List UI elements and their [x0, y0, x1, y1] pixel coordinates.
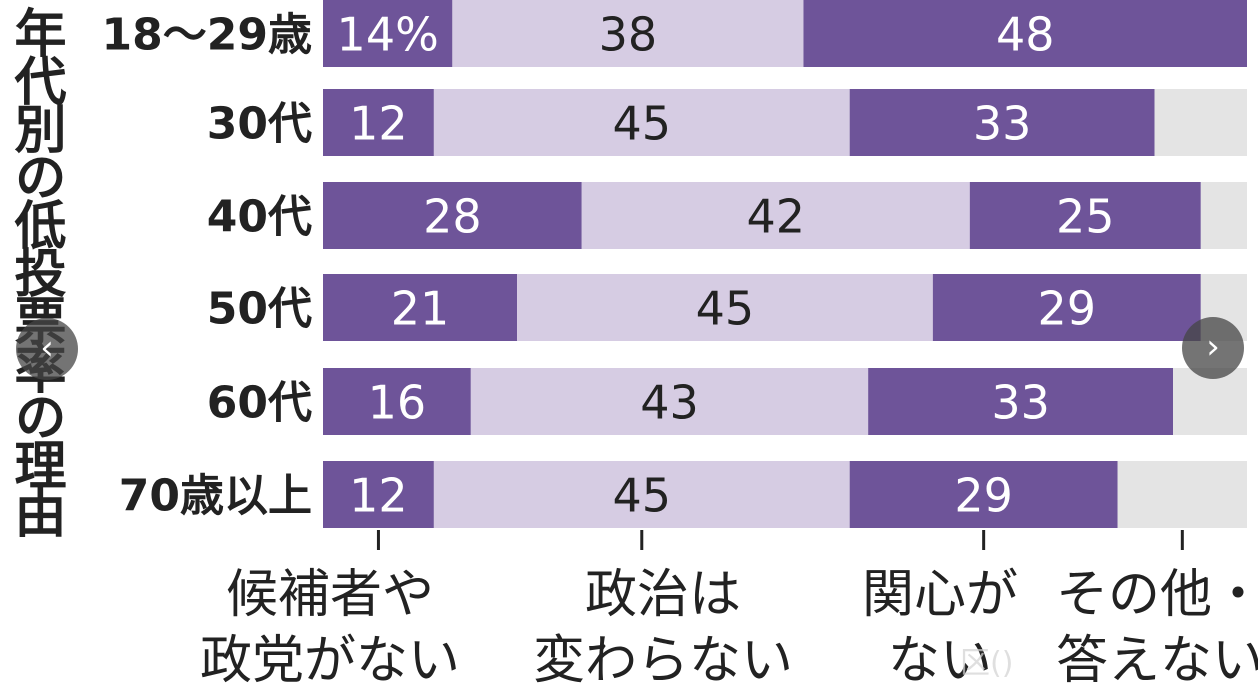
bar-other: [1173, 368, 1247, 435]
bar-other: [1154, 89, 1247, 156]
data-label: 29: [954, 469, 1013, 523]
bar-no-interest: [932, 274, 1201, 341]
category-label: 40代: [207, 192, 312, 243]
bar-candidate: [323, 89, 434, 156]
watermark: 区(): [960, 646, 1014, 681]
legend-label: ない: [888, 631, 992, 691]
bar-no-change: [470, 368, 869, 435]
bar-no-interest: [849, 461, 1118, 528]
category-label: 18〜29歳: [102, 10, 312, 61]
bar-candidate: [323, 0, 453, 67]
data-label: 21: [391, 282, 450, 336]
category-label: 50代: [207, 284, 312, 335]
data-label: 45: [613, 469, 672, 523]
bar-candidate: [323, 182, 582, 249]
category-label: 70歳以上: [119, 471, 312, 522]
data-label: 14%: [337, 8, 439, 62]
bar-no-change: [517, 274, 933, 341]
bar-other: [1200, 182, 1247, 249]
legend-label: その他・: [1056, 565, 1258, 625]
data-label: 33: [973, 97, 1032, 151]
data-label: 33: [991, 376, 1050, 430]
legend-label: 変わらない: [533, 631, 793, 691]
data-label: 12: [349, 469, 408, 523]
data-label: 42: [746, 190, 805, 244]
bar-no-interest: [849, 89, 1155, 156]
data-label: 43: [640, 376, 699, 430]
bar-other: [1117, 461, 1247, 528]
data-label: 25: [1056, 190, 1115, 244]
category-label: 30代: [207, 99, 312, 150]
data-label: 12: [349, 97, 408, 151]
legend-label: 政治は: [585, 565, 741, 625]
next-arrow-icon[interactable]: ›: [1182, 317, 1244, 379]
bar-no-change: [452, 0, 804, 67]
bar-no-interest: [969, 182, 1201, 249]
bar-no-interest: [803, 0, 1247, 67]
bar-no-interest: [868, 368, 1174, 435]
legend-label: 関心が: [862, 565, 1018, 625]
chart-title: 年代別の低投票率の理由: [5, 6, 65, 534]
bar-no-change: [433, 461, 850, 528]
bar-no-change: [433, 89, 850, 156]
data-label: 48: [996, 8, 1055, 62]
legend-label: 候補者や: [226, 565, 434, 625]
bar-candidate: [323, 274, 518, 341]
bar-candidate: [323, 461, 434, 528]
data-label: 38: [599, 8, 658, 62]
bar-candidate: [323, 368, 471, 435]
legend-label: 政党がない: [200, 631, 460, 691]
bar-no-change: [581, 182, 970, 249]
category-label: 60代: [207, 378, 312, 429]
prev-arrow-icon[interactable]: ‹: [16, 318, 78, 380]
legend-label: 答えない: [1056, 631, 1258, 691]
data-label: 45: [613, 97, 672, 151]
data-label: 16: [368, 376, 427, 430]
data-label: 28: [423, 190, 482, 244]
data-label: 45: [696, 282, 755, 336]
data-label: 29: [1038, 282, 1097, 336]
